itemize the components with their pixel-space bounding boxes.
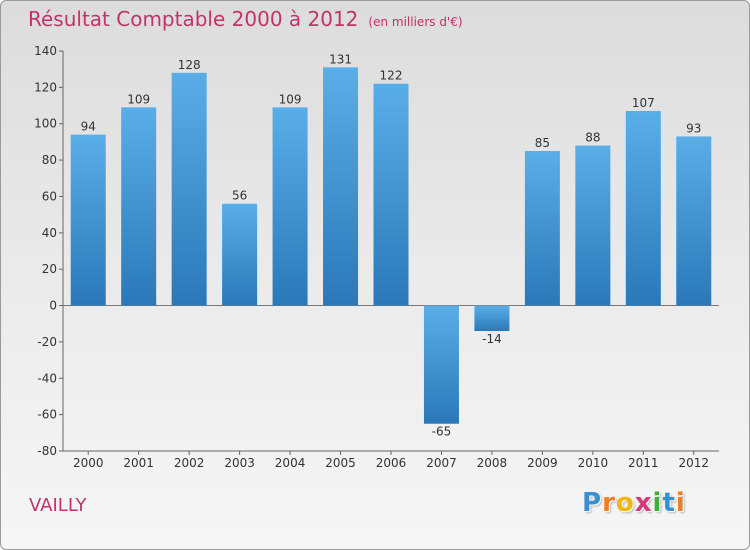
value-label-2007: -65: [432, 425, 452, 439]
value-label-2003: 56: [232, 189, 247, 203]
x-tick-label-2008: 2008: [477, 456, 508, 470]
value-label-2011: 107: [632, 96, 655, 110]
chart-subtitle: (en milliers d'€): [368, 15, 463, 29]
x-tick-label-2003: 2003: [224, 456, 255, 470]
x-tick-label-2011: 2011: [628, 456, 659, 470]
bar-2009: [524, 151, 560, 306]
logo-letter: o: [615, 488, 635, 518]
y-tick-label: 20: [42, 262, 57, 276]
city-name: VAILLY: [29, 495, 87, 516]
value-label-2010: 88: [585, 131, 600, 145]
x-tick-label-2004: 2004: [275, 456, 306, 470]
y-tick-label: 120: [34, 80, 57, 94]
y-tick-label: 140: [34, 44, 57, 58]
bar-layer: [70, 67, 712, 424]
x-tick-label-2009: 2009: [527, 456, 558, 470]
value-label-2001: 109: [127, 92, 150, 106]
bar-2008: [474, 305, 510, 331]
bar-2004: [272, 107, 308, 306]
bar-chart: -80 -60 -40 -20 0 20 40 60 80 100 120 140 2000 2001 20…: [34, 44, 719, 470]
proxiti-logo: Proxiti: [582, 488, 686, 518]
chart-title: Résultat Comptable 2000 à 2012 (en millie…: [28, 7, 463, 31]
bar-2012: [676, 136, 712, 306]
x-tick-label-2001: 2001: [123, 456, 154, 470]
y-tick-label: 0: [49, 299, 57, 313]
logo-letter: i: [652, 488, 663, 518]
value-label-2004: 109: [279, 92, 302, 106]
logo-letter: r: [602, 488, 616, 518]
value-label-layer: 94 109 128 56 109 131 122 -65 -14 85 88 107 93: [81, 52, 702, 438]
y-tick-label: -80: [37, 444, 57, 458]
logo-letter: P: [582, 488, 603, 518]
y-tick-label: -40: [37, 371, 57, 385]
value-label-2000: 94: [81, 120, 96, 134]
bar-2011: [625, 111, 661, 306]
y-tick-label: 40: [42, 226, 57, 240]
axis-layer: -80 -60 -40 -20 0 20 40 60 80 100 120 140 2000 2001 20…: [34, 44, 719, 470]
x-tick-label-2010: 2010: [578, 456, 609, 470]
x-tick-label-2002: 2002: [174, 456, 205, 470]
logo-letter: i: [675, 488, 686, 518]
x-tick-label-2005: 2005: [325, 456, 356, 470]
bar-2005: [323, 67, 359, 306]
y-tick-label: -60: [37, 408, 57, 422]
logo-letter: t: [662, 488, 676, 518]
bar-2010: [575, 145, 611, 306]
x-tick-label-2007: 2007: [426, 456, 457, 470]
logo-letter: x: [634, 488, 653, 518]
value-label-2012: 93: [686, 121, 701, 135]
value-label-2002: 128: [178, 58, 201, 72]
value-label-2009: 85: [535, 136, 550, 150]
y-tick-label: -20: [37, 335, 57, 349]
y-tick-label: 100: [34, 117, 57, 131]
bar-2001: [121, 107, 157, 306]
value-label-2006: 122: [380, 69, 403, 83]
value-label-2005: 131: [329, 52, 352, 66]
x-tick-label-2000: 2000: [73, 456, 104, 470]
value-label-2008: -14: [482, 332, 502, 346]
x-tick-label-2006: 2006: [376, 456, 407, 470]
y-tick-label: 80: [42, 153, 57, 167]
x-tick-label-2012: 2012: [678, 456, 709, 470]
bar-2003: [222, 203, 258, 306]
y-tick-label: 60: [42, 189, 57, 203]
chart-title-text: Résultat Comptable 2000 à 2012: [28, 7, 359, 31]
bar-2000: [70, 134, 106, 306]
bar-2002: [171, 72, 207, 306]
bar-2006: [373, 83, 409, 306]
bar-2007: [423, 305, 459, 424]
